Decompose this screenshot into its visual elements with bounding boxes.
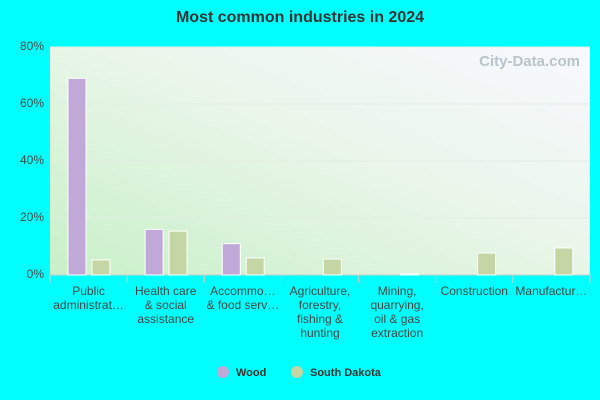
x-tick-label: & food serv… (207, 298, 280, 312)
bar (221, 243, 241, 276)
x-tick-label: Health care (135, 284, 197, 298)
bar (477, 252, 497, 276)
x-tick-label: fishing & (297, 312, 343, 326)
x-tick-label: oil & gas (374, 312, 420, 326)
legend-label: Wood (236, 367, 266, 379)
y-tick-label: 0% (27, 267, 45, 281)
x-tick-label: Agriculture, (290, 284, 351, 298)
x-tick-label: extraction (371, 326, 423, 340)
x-tick-label: Accommo… (210, 284, 275, 298)
legend-label: South Dakota (310, 367, 382, 379)
x-tick-label: Mining, (378, 284, 417, 298)
chart-title: Most common industries in 2024 (176, 9, 424, 26)
bar (399, 273, 419, 276)
x-tick-label: administrat… (53, 298, 124, 312)
bar (91, 259, 111, 276)
legend-marker (291, 366, 303, 378)
x-tick-label: assistance (137, 312, 194, 326)
bar (554, 247, 574, 276)
x-tick-label: Public (72, 284, 105, 298)
y-tick-label: 40% (20, 153, 44, 167)
x-tick-label: quarrying, (370, 298, 423, 312)
bar (322, 258, 342, 276)
legend-marker (217, 366, 229, 378)
x-tick-label: hunting (300, 326, 339, 340)
bar (67, 77, 87, 276)
bar (168, 230, 188, 276)
x-tick-label: forestry, (299, 298, 341, 312)
y-tick-label: 20% (20, 210, 44, 224)
x-tick-label: Construction (441, 284, 508, 298)
y-tick-label: 80% (20, 39, 44, 53)
bar (245, 257, 265, 276)
watermark: City-Data.com (479, 53, 580, 70)
bar (144, 228, 164, 276)
x-tick-label: Manufactur… (515, 284, 587, 298)
x-tick-label: & social (145, 298, 187, 312)
y-tick-label: 60% (20, 96, 44, 110)
